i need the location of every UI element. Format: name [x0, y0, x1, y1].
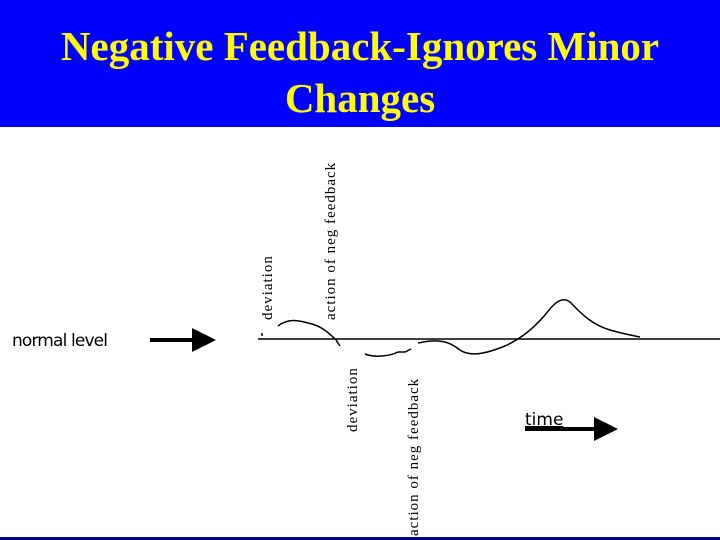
feedback-label: action of neg feedback	[323, 162, 339, 320]
header-band: Negative Feedback-Ignores Minor Changes	[0, 0, 720, 127]
slide-title: Negative Feedback-Ignores Minor Changes	[60, 23, 660, 121]
deviation-label: deviation	[260, 255, 276, 320]
deviation-label: deviation	[345, 367, 361, 432]
response-curve	[261, 298, 641, 357]
feedback-label: action of neg feedback	[406, 378, 422, 536]
time-label: time	[525, 410, 563, 430]
normal-level-label: normal level	[12, 331, 108, 351]
